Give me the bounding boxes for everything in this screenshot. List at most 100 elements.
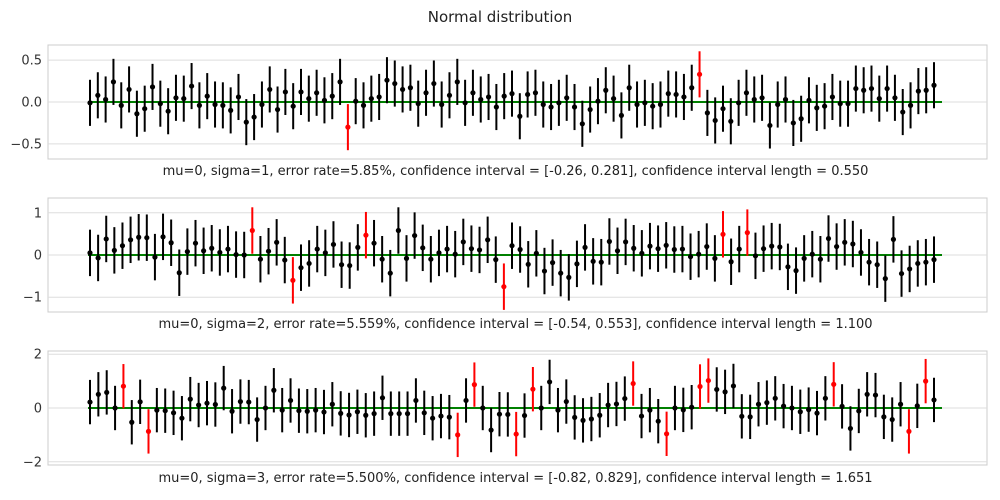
mean-point — [563, 398, 569, 405]
mean-point — [259, 101, 265, 108]
mean-point — [444, 246, 450, 252]
mean-point — [111, 247, 117, 253]
mean-point — [228, 107, 234, 113]
mean-point — [134, 111, 140, 117]
mean-point — [363, 232, 369, 238]
mean-point — [525, 261, 531, 267]
mean-point — [806, 97, 812, 103]
mean-point — [423, 90, 429, 96]
mean-point — [360, 102, 367, 108]
mean-point — [864, 391, 870, 397]
mean-point — [760, 246, 767, 252]
mean-point — [87, 399, 93, 405]
mean-point — [201, 248, 207, 254]
mean-point — [697, 383, 703, 390]
mean-point — [538, 405, 544, 411]
mean-point — [931, 397, 937, 403]
mean-point — [179, 415, 185, 421]
y-tick-label: 0.0 — [21, 96, 42, 111]
mean-point — [907, 102, 914, 108]
mean-point — [188, 83, 195, 89]
mean-point — [136, 234, 142, 240]
mean-point — [119, 243, 126, 249]
mean-point — [196, 102, 203, 108]
panel-3: −2 0 2 mu=0, sigma=3, error rate=5.500%, co… — [23, 348, 988, 486]
mean-point — [931, 257, 937, 263]
mean-point — [825, 235, 832, 242]
mean-point — [412, 232, 418, 239]
mean-point — [321, 409, 327, 415]
mean-point — [468, 246, 475, 252]
mean-point — [590, 258, 596, 264]
mean-point — [103, 236, 109, 242]
mean-point — [462, 100, 468, 106]
mean-point — [751, 96, 757, 103]
mean-point — [626, 85, 632, 91]
mean-point — [160, 234, 166, 240]
y-tick-label: 1 — [34, 206, 42, 221]
mean-point — [736, 246, 742, 252]
mean-point — [801, 255, 807, 261]
mean-point — [923, 378, 929, 384]
mean-point — [371, 411, 377, 417]
mean-point — [173, 95, 179, 101]
mean-point — [605, 402, 611, 408]
mean-point — [858, 249, 864, 256]
mean-point — [254, 416, 260, 423]
mean-point — [267, 86, 273, 93]
mean-point — [923, 259, 929, 265]
mean-point — [647, 243, 653, 249]
mean-point — [184, 249, 190, 255]
mean-point — [530, 386, 536, 392]
mean-point — [237, 398, 244, 405]
mean-point — [798, 116, 804, 122]
mean-point — [797, 409, 803, 415]
mean-point — [687, 254, 694, 260]
mean-point — [187, 396, 193, 402]
mean-point — [290, 103, 296, 109]
mean-point — [321, 97, 328, 103]
mean-point — [897, 401, 904, 407]
mean-point — [739, 413, 745, 419]
mean-point — [752, 253, 759, 259]
mean-point — [634, 101, 640, 108]
mean-point — [337, 79, 343, 85]
mean-point — [679, 246, 686, 252]
mean-point — [485, 94, 492, 100]
mean-point — [793, 268, 799, 274]
mean-point — [655, 418, 661, 424]
mean-point — [505, 411, 511, 418]
mean-point — [346, 412, 352, 418]
mean-point — [872, 392, 879, 398]
mean-point — [884, 85, 890, 92]
mean-point — [541, 268, 548, 274]
mean-point — [396, 411, 402, 417]
mean-point — [176, 270, 182, 276]
mean-point — [322, 250, 328, 256]
mean-point — [144, 235, 150, 241]
mean-point — [399, 86, 406, 93]
mean-point — [767, 122, 773, 129]
mean-point — [251, 114, 257, 120]
mean-point — [353, 98, 359, 104]
mean-point — [439, 101, 445, 108]
mean-point — [744, 230, 750, 236]
mean-point — [127, 237, 134, 243]
mean-point — [558, 270, 564, 276]
mean-point — [842, 239, 848, 245]
mean-point — [404, 411, 411, 417]
mean-point — [330, 241, 337, 248]
mean-point — [564, 95, 570, 101]
mean-point — [165, 108, 171, 114]
mean-point — [452, 251, 458, 257]
panel-2: −1 0 1 mu=0, sigma=2, error rate=5.559%, co… — [23, 197, 988, 332]
mean-point — [663, 242, 669, 248]
mean-point — [110, 79, 117, 85]
mean-point — [221, 385, 227, 391]
mean-point — [610, 96, 617, 102]
mean-point — [556, 100, 562, 106]
mean-point — [521, 412, 528, 419]
mean-point — [772, 395, 778, 401]
mean-point — [829, 94, 836, 100]
mean-point — [881, 414, 887, 420]
